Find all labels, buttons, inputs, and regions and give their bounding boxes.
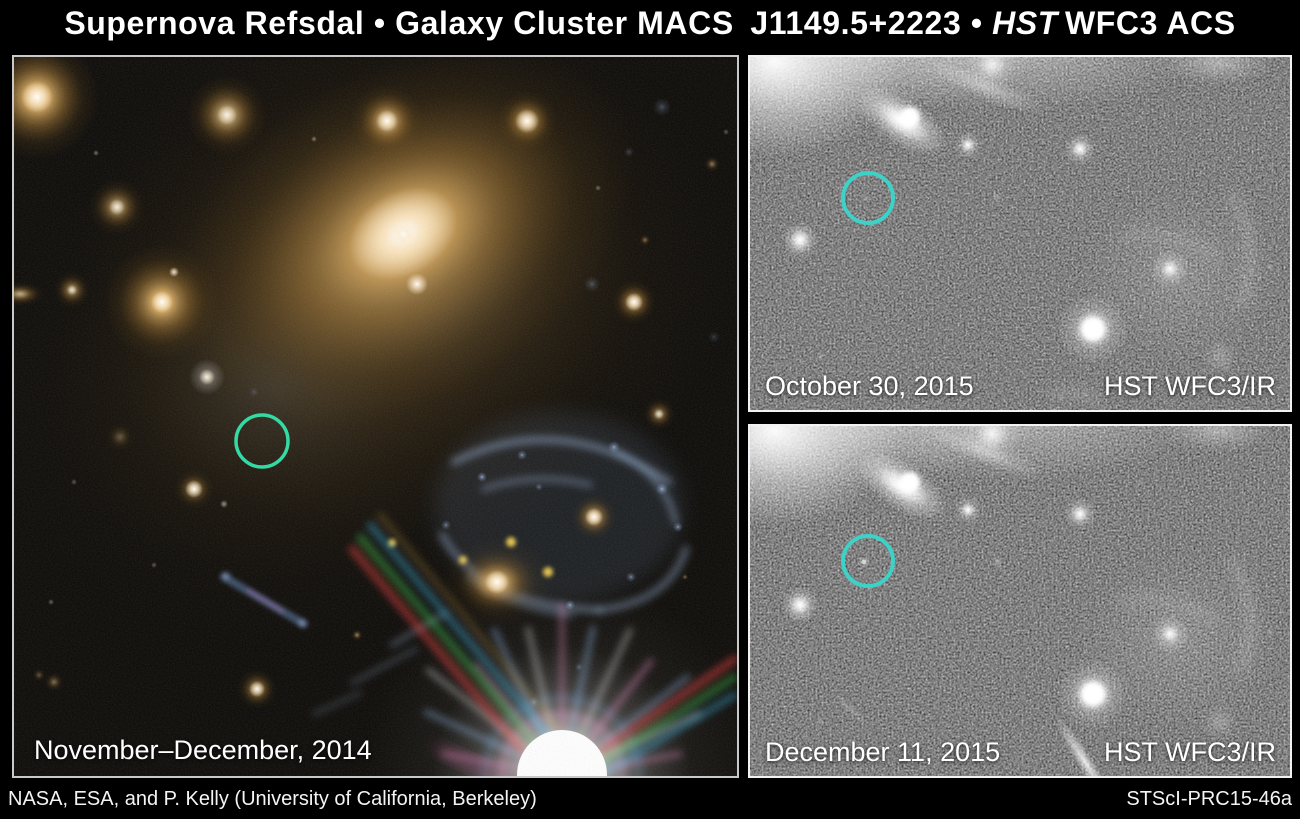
- wfc3ir-image-december: [750, 426, 1290, 776]
- credit-text: NASA, ESA, and P. Kelly (University of C…: [8, 788, 537, 810]
- page-title-hst: HST: [992, 5, 1058, 41]
- gray-image-panel-december: December 11, 2015 HST WFC3/IR: [748, 424, 1292, 778]
- lens-marker-circle: [841, 171, 895, 225]
- cluster-color-image: [14, 57, 737, 776]
- gray-features: [750, 426, 1278, 776]
- observation-date-label: December 11, 2015: [765, 737, 1001, 767]
- instrument-label: HST WFC3/IR: [1103, 737, 1276, 767]
- wfc3ir-image-october: [750, 57, 1290, 410]
- noise-overlay: [14, 57, 737, 776]
- gray-features: [750, 57, 1278, 405]
- page-title-prefix: Supernova Refsdal • Galaxy Cluster MACS …: [64, 5, 993, 41]
- lens-marker-circle: [234, 413, 290, 469]
- diagonal-streak: [1055, 715, 1115, 776]
- gray-image-panel-october: October 30, 2015 HST WFC3/IR: [748, 55, 1292, 412]
- observation-date-label: November–December, 2014: [34, 735, 372, 765]
- lens-marker-circle: [841, 534, 895, 588]
- page-title: Supernova Refsdal • Galaxy Cluster MACS …: [0, 5, 1300, 42]
- observation-date-label: October 30, 2015: [765, 371, 974, 401]
- release-id: STScI-PRC15-46a: [1126, 788, 1292, 810]
- page-title-suffix: WFC3 ACS: [1057, 5, 1236, 41]
- instrument-label: HST WFC3/IR: [1103, 371, 1276, 401]
- color-image-panel: November–December, 2014: [12, 55, 739, 778]
